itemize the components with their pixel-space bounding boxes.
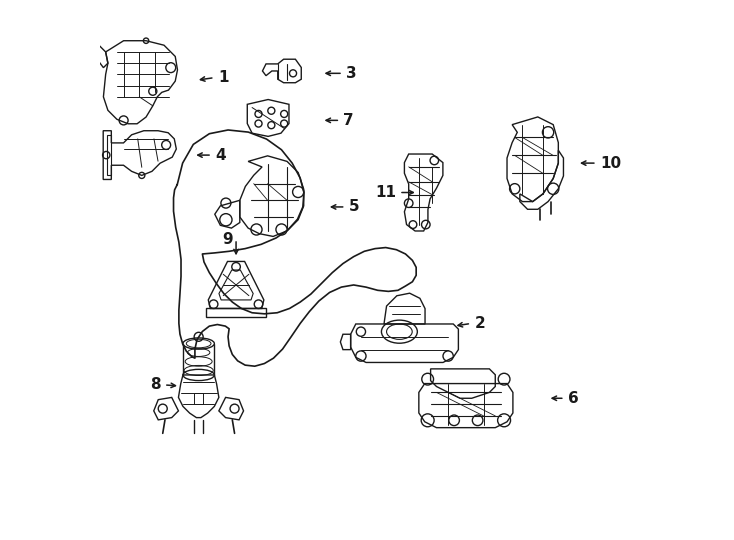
Text: 11: 11 xyxy=(375,185,396,200)
Text: 3: 3 xyxy=(346,66,357,81)
Text: 6: 6 xyxy=(568,391,578,406)
Text: 5: 5 xyxy=(349,199,360,214)
Text: 9: 9 xyxy=(222,232,233,246)
Text: 2: 2 xyxy=(474,316,485,331)
Text: 8: 8 xyxy=(150,377,161,393)
Text: 7: 7 xyxy=(344,113,354,128)
Text: 4: 4 xyxy=(215,147,226,163)
Text: 10: 10 xyxy=(600,156,621,171)
Text: 1: 1 xyxy=(218,70,228,85)
